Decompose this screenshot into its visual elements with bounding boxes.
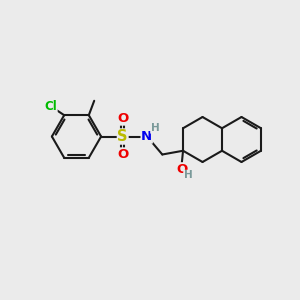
Text: Cl: Cl xyxy=(44,100,57,113)
Text: H: H xyxy=(184,170,193,180)
Text: O: O xyxy=(117,112,128,125)
Text: N: N xyxy=(141,130,152,143)
Text: O: O xyxy=(117,148,128,161)
Text: O: O xyxy=(176,163,187,176)
Text: H: H xyxy=(151,123,160,133)
Text: S: S xyxy=(118,129,128,144)
